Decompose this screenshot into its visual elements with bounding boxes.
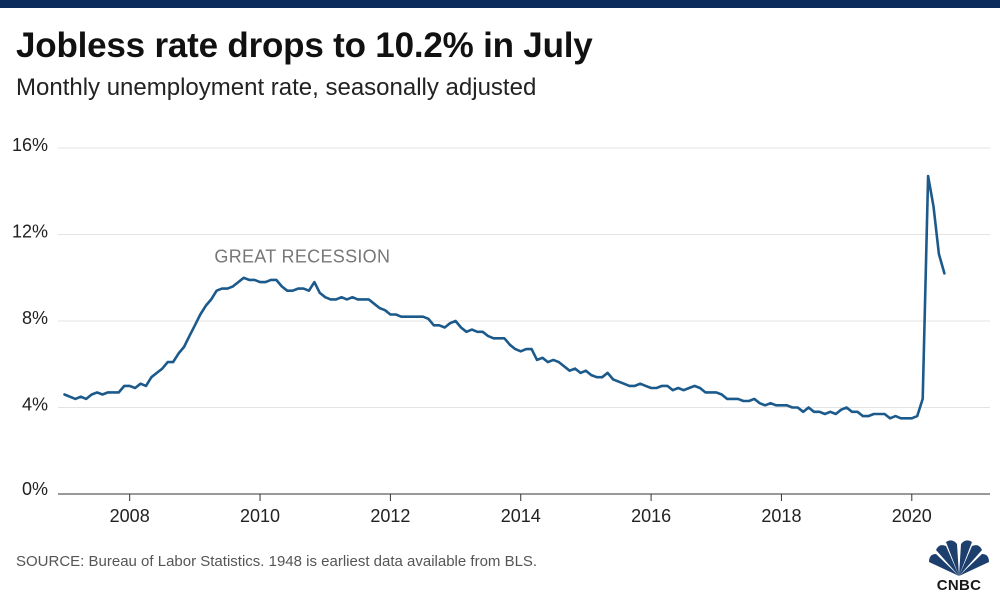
logo-text: CNBC [936, 577, 982, 594]
annotation-label: GREAT RECESSION [214, 247, 390, 267]
x-tick-label: 2016 [631, 506, 671, 526]
y-tick-label: 0% [22, 479, 48, 499]
y-tick-label: 8% [22, 308, 48, 328]
grid-layer [58, 147, 990, 408]
cnbc-logo: CNBC [924, 536, 994, 596]
x-axis: 2008 2010 2012 2014 2016 2018 2020 [58, 493, 990, 526]
y-tick-label: 4% [22, 394, 48, 414]
page-subtitle: Monthly unemployment rate, seasonally ad… [16, 74, 537, 101]
x-tick-label: 2008 [110, 506, 150, 526]
annotation-layer: GREAT RECESSION [214, 247, 390, 267]
x-tick-label: 2012 [370, 506, 410, 526]
y-tick-label: 12% [12, 221, 48, 241]
y-tick-label: 16% [12, 135, 48, 155]
x-tick-label: 2010 [240, 506, 280, 526]
series-layer [63, 174, 946, 420]
x-tick-label: 2020 [892, 506, 932, 526]
y-axis: 0% 4% 8% 12% 16% [12, 135, 48, 499]
x-tick-label: 2018 [761, 506, 801, 526]
page-title: Jobless rate drops to 10.2% in July [16, 26, 593, 65]
unemployment-rate-line [63, 174, 946, 420]
peacock-icon [929, 540, 989, 576]
x-tick-label: 2014 [501, 506, 541, 526]
top-color-bar [0, 0, 1000, 8]
source-note: SOURCE: Bureau of Labor Statistics. 1948… [16, 553, 538, 570]
